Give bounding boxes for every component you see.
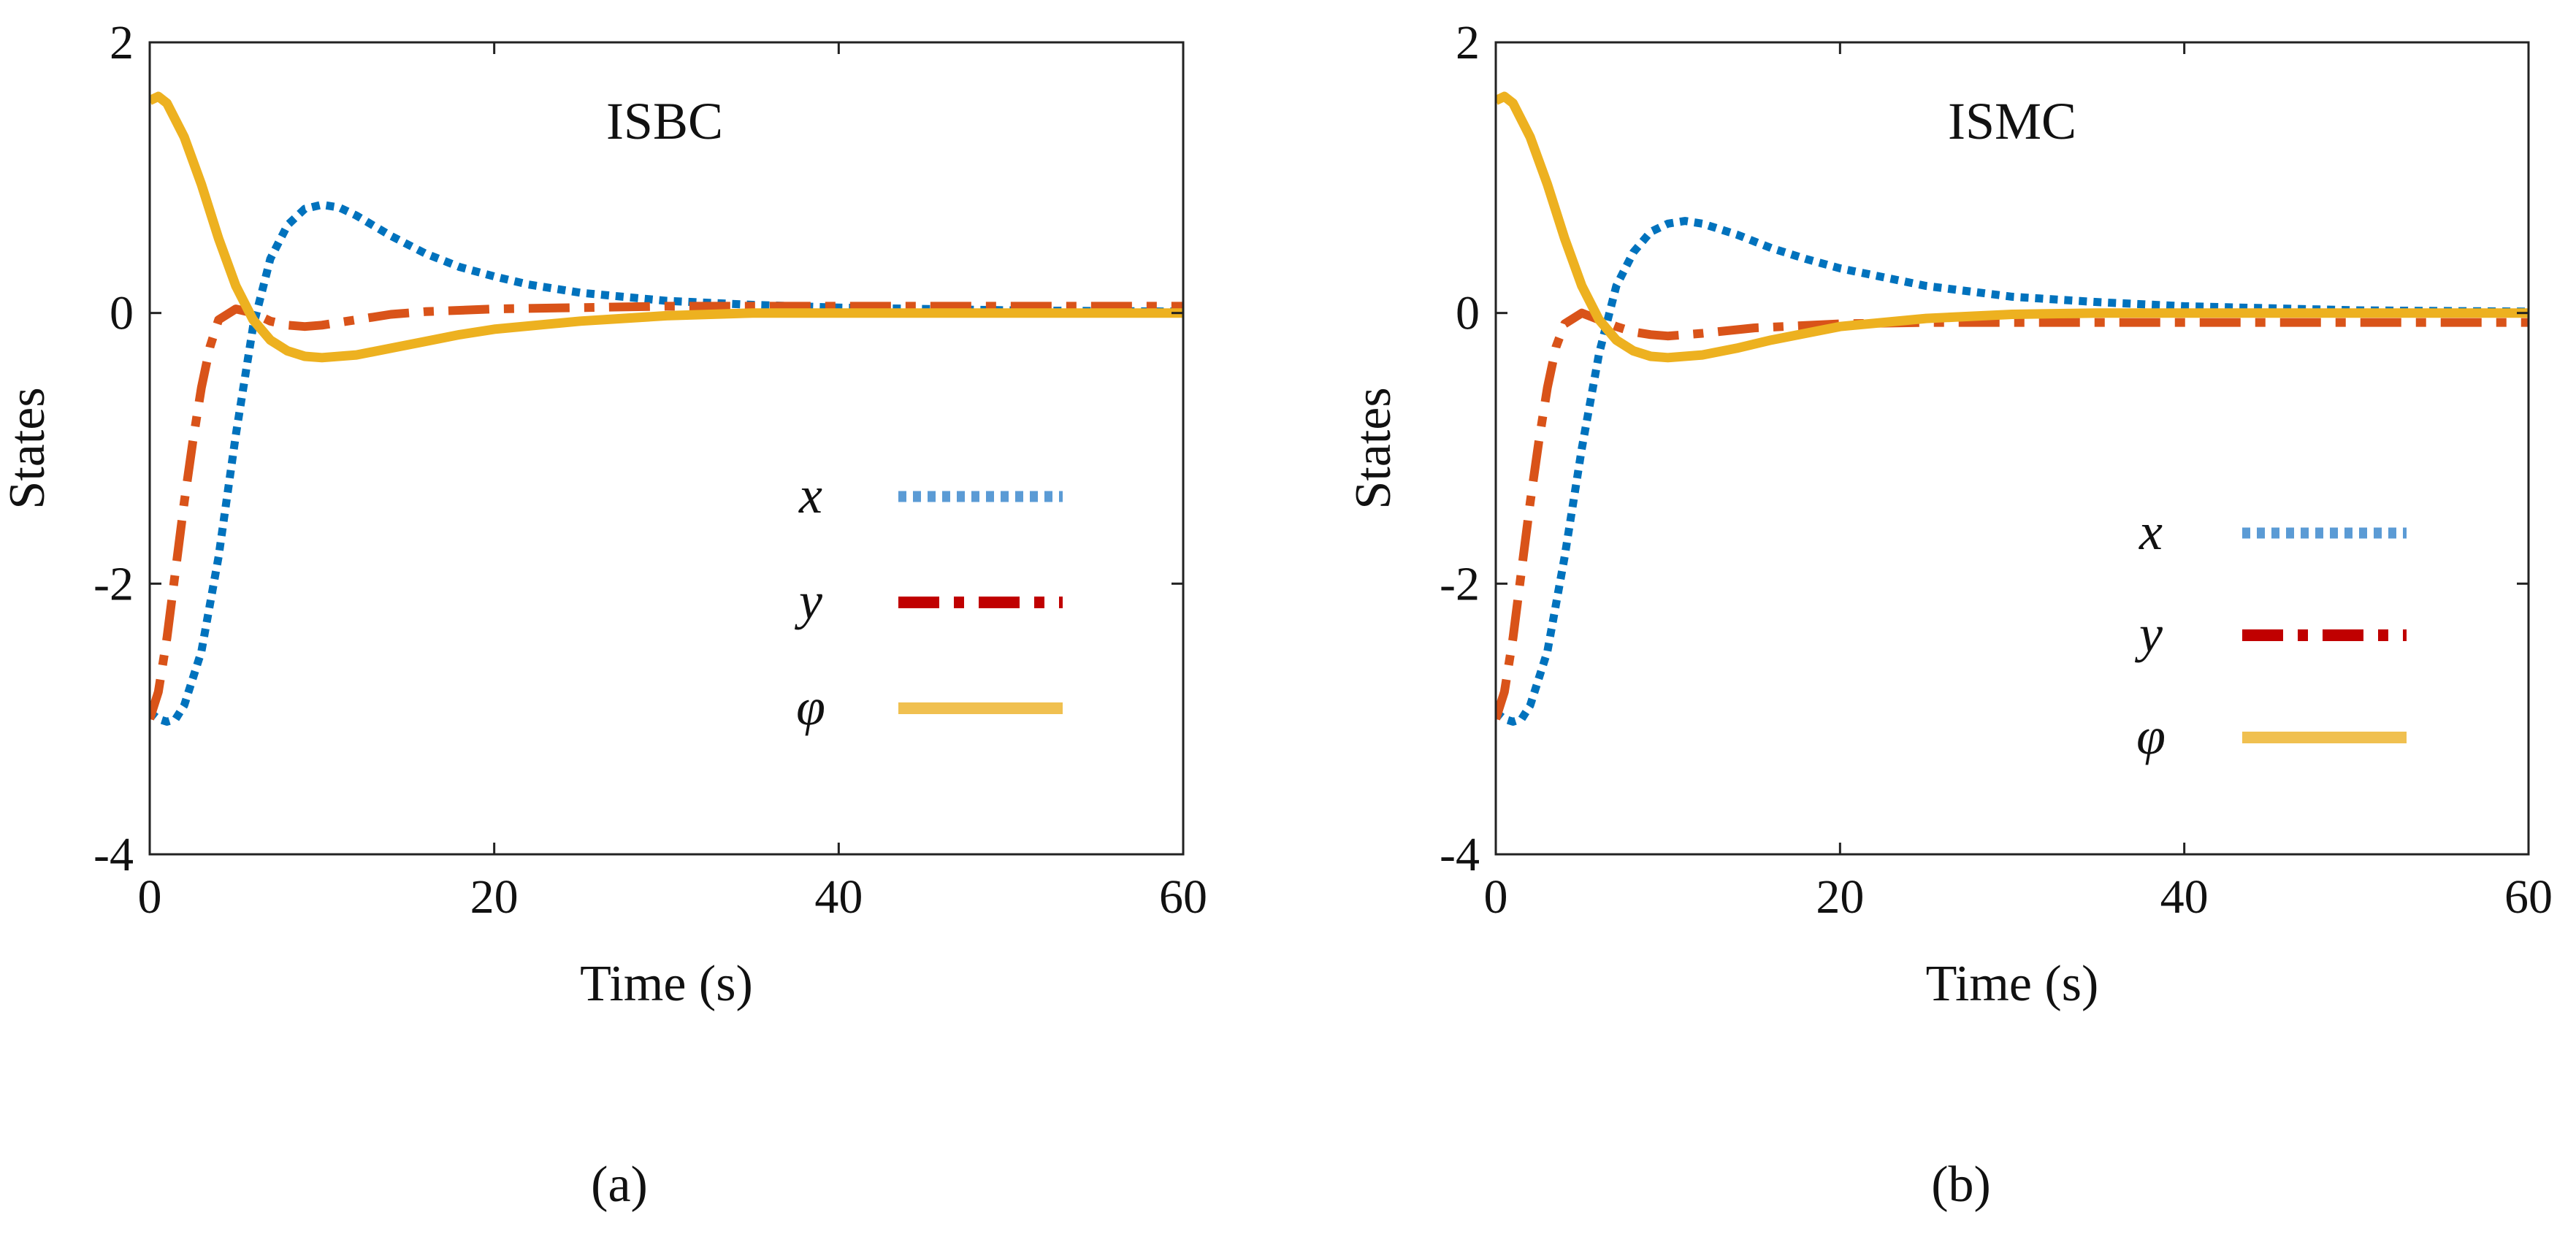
x-tick-label: 20 [470, 870, 519, 924]
series-line-y [1496, 308, 2529, 721]
axes-frame [1494, 41, 2530, 856]
legend-label-x: x [798, 466, 822, 524]
legend-label-y: y [2134, 605, 2163, 663]
y-tick-label: -4 [93, 828, 134, 881]
panel-a: 0 20 40 60 -4 -2 0 2 Time (s) States ISBC xyφ [0, 16, 1207, 1012]
legend-label-y: y [794, 572, 822, 630]
series-line-x [150, 200, 1183, 726]
y-tick-label: 0 [1456, 287, 1480, 340]
y-tick-label: 2 [1456, 16, 1480, 69]
y-axis-label: States [1345, 387, 1402, 509]
x-tick-label: 0 [1484, 870, 1508, 924]
x-axis-label: Time (s) [1926, 956, 2099, 1012]
y-tick-label: -4 [1440, 828, 1480, 881]
x-tick-label: 40 [2160, 870, 2209, 924]
axes-frame [148, 41, 1185, 856]
x-tick-label: 0 [138, 870, 162, 924]
caption-b: (b) [1931, 1157, 1991, 1213]
panel-b: 0 20 40 60 -4 -2 0 2 Time (s) States ISMC xyφ [1345, 16, 2553, 1012]
y-tick-label: -2 [93, 557, 134, 610]
chart-title: ISMC [1948, 92, 2076, 150]
y-tick-label: 0 [110, 287, 134, 340]
legend-label-φ: φ [796, 678, 825, 736]
x-tick-label: 20 [1816, 870, 1864, 924]
x-axis-label: Time (s) [580, 956, 753, 1012]
y-axis-label: States [0, 387, 56, 509]
series-line-φ [150, 91, 1183, 363]
chart-title: ISBC [606, 92, 723, 150]
y-tick-label: 2 [110, 16, 134, 69]
x-tick-label: 60 [2504, 870, 2553, 924]
x-tick-label: 40 [814, 870, 863, 924]
series-line-φ [1496, 91, 2529, 363]
series-line-x [1496, 217, 2529, 726]
legend-label-φ: φ [2136, 707, 2166, 765]
x-tick-label: 60 [1159, 870, 1207, 924]
caption-a: (a) [591, 1157, 648, 1213]
legend-label-x: x [2139, 502, 2163, 561]
y-tick-label: -2 [1440, 557, 1480, 610]
